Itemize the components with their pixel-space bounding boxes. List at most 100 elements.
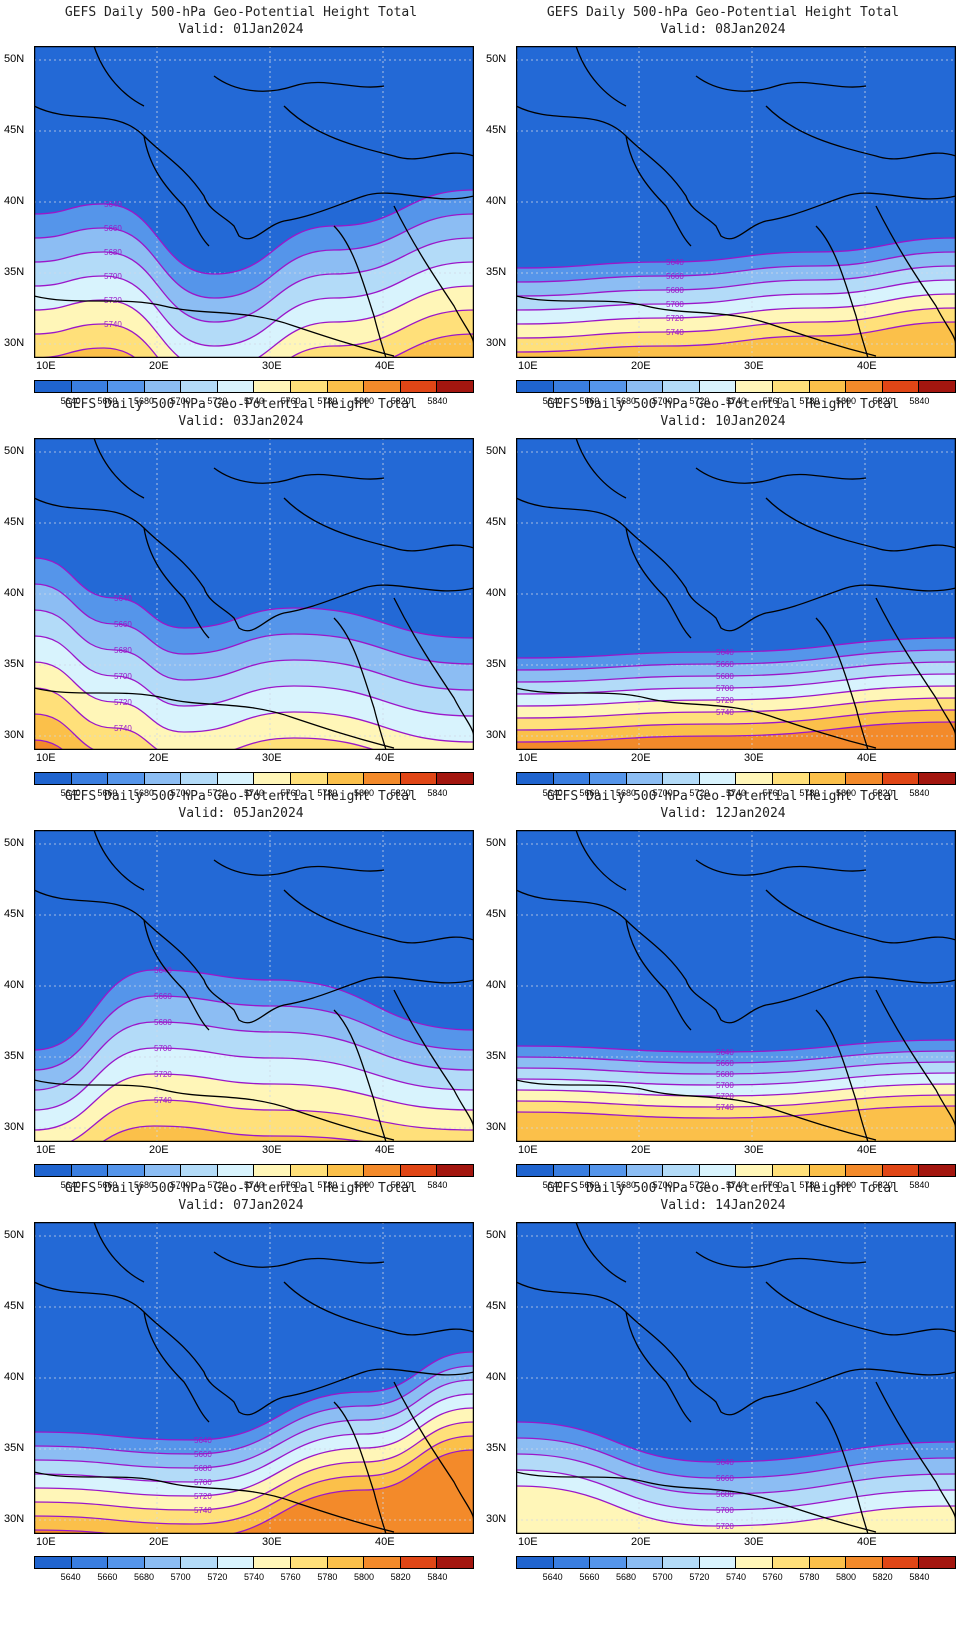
latitude-tick-label: 45N — [4, 124, 25, 136]
longitude-tick-label: 20E — [149, 360, 169, 372]
contour-band — [34, 1450, 474, 1534]
colorbar-swatch — [699, 773, 737, 784]
colorbar-swatch — [108, 1557, 145, 1568]
coastline-border — [516, 497, 956, 632]
colorbar-label: 5740 — [243, 1180, 265, 1190]
coastline-border — [333, 1401, 387, 1534]
contour-line — [34, 309, 474, 358]
coastline-border — [93, 1222, 145, 1283]
contour-line — [34, 213, 474, 299]
coastline-border — [575, 830, 627, 891]
coastline-border — [93, 438, 145, 499]
latitude-tick-label: 50N — [4, 445, 25, 457]
coastline-border — [625, 1311, 692, 1423]
colorbar-swatch — [327, 381, 365, 392]
colorbar-label: 5780 — [799, 1572, 820, 1582]
colorbar-swatch — [181, 1165, 218, 1176]
longitude-tick-label: 40E — [857, 1144, 877, 1156]
contour-line — [68, 1099, 474, 1142]
colorbar-label: 5640 — [542, 1180, 563, 1190]
contour-line — [516, 279, 956, 311]
colorbar-swatch — [590, 1165, 627, 1176]
contour-label: 5680 — [104, 248, 122, 257]
colorbar-label: 5680 — [133, 1180, 155, 1190]
longitude-tick-label: 40E — [857, 360, 877, 372]
map-panel: GEFS Daily 500-hPa Geo-Potential Height … — [0, 0, 482, 410]
longitude-tick-label: 30E — [744, 360, 764, 372]
colorbar-label: 5780 — [317, 396, 338, 406]
latitude-tick-label: 30N — [4, 337, 25, 349]
colorbar-label: 5800 — [835, 1572, 857, 1582]
colorbar-label: 5700 — [652, 1180, 673, 1190]
latitude-tick-label: 40N — [486, 195, 507, 207]
latitude-tick-label: 40N — [486, 979, 507, 991]
longitude-tick-label: 40E — [857, 1536, 877, 1548]
contour-label: 5660 — [194, 1450, 212, 1459]
colorbar-swatch — [437, 1165, 473, 1176]
colorbar-swatch — [327, 1165, 365, 1176]
contour-label: 5640 — [114, 594, 132, 603]
colorbar-swatch — [553, 773, 591, 784]
colorbar-swatch — [809, 773, 847, 784]
latitude-tick-label: 40N — [4, 195, 25, 207]
contour-line — [34, 969, 474, 1051]
colorbar-swatch — [626, 1557, 664, 1568]
longitude-tick-label: 10E — [36, 752, 56, 764]
colorbar-label: 5720 — [207, 1572, 228, 1582]
coastline-border — [516, 295, 877, 357]
map-panel: GEFS Daily 500-hPa Geo-Potential Height … — [482, 784, 964, 1194]
contour-line — [34, 713, 97, 750]
latitude-tick-label: 30N — [4, 729, 25, 741]
longitude-tick-label: 10E — [36, 1536, 56, 1548]
colorbar-label: 5660 — [579, 396, 600, 406]
colorbar-label: 5780 — [317, 1180, 338, 1190]
contour-line — [101, 1125, 372, 1142]
latitude-tick-label: 40N — [4, 587, 25, 599]
colorbar-swatch — [919, 381, 955, 392]
contour-line — [516, 251, 956, 283]
colorbar-swatch — [364, 1165, 401, 1176]
latitude-tick-label: 30N — [486, 1513, 507, 1525]
colorbar-label: 5760 — [762, 1180, 783, 1190]
latitude-tick-label: 45N — [486, 908, 507, 920]
contour-label: 5740 — [716, 1103, 734, 1112]
longitude-tick-label: 10E — [36, 1144, 56, 1156]
latitude-tick-label: 50N — [486, 445, 507, 457]
colorbar-label: 5760 — [762, 788, 783, 798]
colorbar-swatch — [882, 1557, 920, 1568]
contour-line — [34, 1393, 474, 1483]
contour-line — [34, 1021, 474, 1091]
coastline-border — [143, 135, 210, 247]
longitude-tick-label: 10E — [518, 360, 538, 372]
latitude-tick-label: 35N — [486, 266, 507, 278]
colorbar-swatch — [364, 381, 401, 392]
coastline-border — [93, 46, 145, 107]
latitude-tick-label: 45N — [486, 124, 507, 136]
longitude-tick-label: 10E — [518, 1536, 538, 1548]
colorbar-swatch — [181, 773, 218, 784]
latitude-tick-label: 50N — [4, 53, 25, 65]
contour-line — [516, 293, 956, 325]
latitude-tick-label: 40N — [486, 1371, 507, 1383]
colorbar-label: 5700 — [170, 1572, 191, 1582]
contour-label: 5720 — [716, 696, 734, 705]
colorbar-swatch — [919, 1165, 955, 1176]
colorbar-label: 5780 — [799, 396, 820, 406]
colorbar-label: 5780 — [799, 1180, 820, 1190]
contour-label: 5720 — [154, 1070, 172, 1079]
colorbar-swatch — [327, 773, 365, 784]
colorbar-swatch — [181, 1557, 218, 1568]
contour-label: 5640 — [716, 1458, 734, 1467]
coastline-border — [213, 467, 385, 484]
colorbar-label: 5640 — [60, 1180, 81, 1190]
contour-label: 5640 — [716, 1048, 734, 1057]
colorbar-swatch — [517, 381, 554, 392]
coastline-border — [875, 597, 956, 739]
colorbar-label: 5640 — [60, 788, 81, 798]
colorbar-swatch — [291, 1557, 328, 1568]
contour-label: 5640 — [104, 200, 122, 209]
colorbar-swatch — [400, 1165, 438, 1176]
